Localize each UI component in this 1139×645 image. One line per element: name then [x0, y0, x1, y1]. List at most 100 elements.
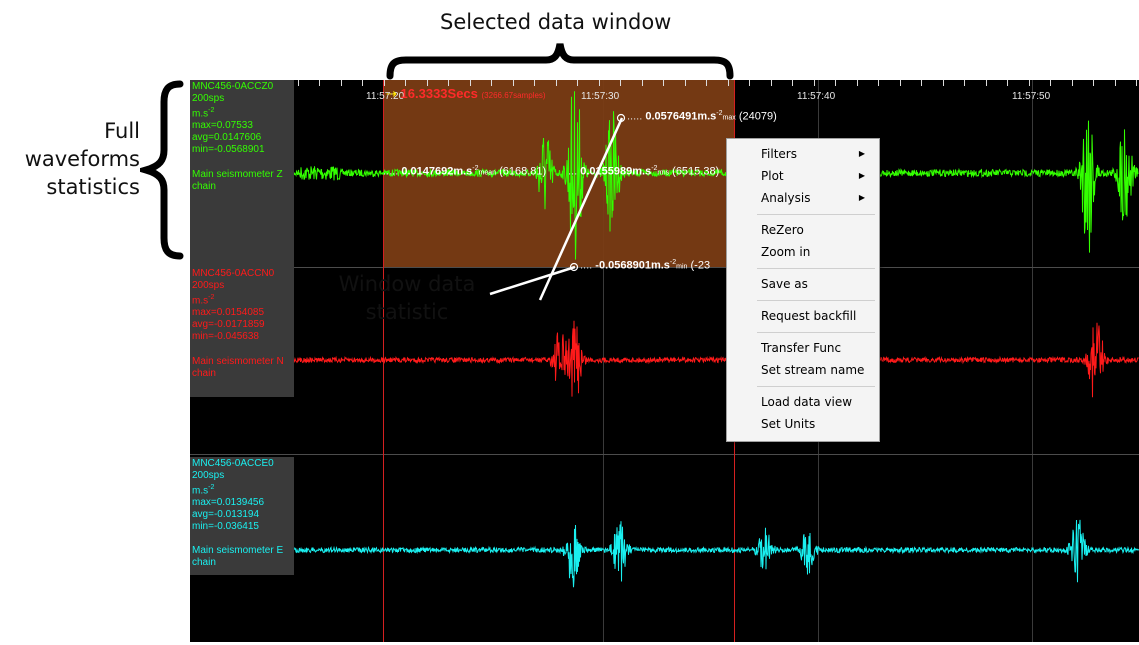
stat-max-sub: max: [722, 114, 736, 122]
channel-min: min=-0.036415: [192, 521, 259, 533]
full-stats-annotation: Full waveforms statistics: [10, 117, 140, 201]
menu-item-plot[interactable]: Plot ▶: [727, 165, 879, 187]
time-tick: [298, 80, 299, 86]
waveform-n: [289, 320, 1139, 398]
menu-separator: [757, 300, 875, 301]
pointer-line: [489, 265, 576, 296]
arrow-right-icon: ⇢: [386, 86, 397, 101]
time-tick-label: 11:57:40: [797, 91, 836, 102]
stat-rms-value: 0.0155989m.s: [580, 165, 652, 178]
menu-item-request-backfill[interactable]: Request backfill: [761, 309, 857, 323]
channel-unit: m.s-2: [192, 294, 215, 307]
menu-separator: [757, 332, 875, 333]
selection-samples: (3266.67samples): [481, 91, 546, 100]
menu-item-set-units[interactable]: Set Units: [761, 417, 816, 431]
channel-min: min=-0.0568901: [192, 144, 265, 156]
menu-item-zoom-in[interactable]: Zoom in: [761, 245, 811, 259]
menu-separator: [757, 214, 875, 215]
grid-line: [603, 80, 604, 642]
menu-item-filters[interactable]: Filters ▶: [727, 143, 879, 165]
waveform-viewer[interactable]: 11:57:20 11:57:30 11:57:40 11:57:50 ⇢ 16…: [190, 80, 1139, 642]
time-tick: [1050, 80, 1051, 86]
stat-rms-unit: -2: [651, 165, 658, 172]
stat-max: ..... 0.0576491m.s-2max (24079): [627, 110, 777, 123]
channel-max: max=0.0154085: [192, 307, 265, 319]
time-tick: [706, 80, 707, 86]
time-tick: [1072, 80, 1073, 86]
waveform-z: [289, 91, 1139, 260]
channel-unit: m.s-2: [192, 107, 215, 120]
channel-desc-2: chain: [192, 368, 216, 380]
channel-unit: m.s-2: [192, 484, 215, 497]
time-tick: [642, 80, 643, 86]
channel-desc: Main seismometer Z: [192, 169, 283, 181]
waveform-trace: [289, 320, 1139, 398]
stat-mean: ..... 0.0147692m.s-2mean (6168.81): [383, 165, 547, 178]
channel-desc-2: chain: [192, 181, 216, 193]
stat-min-unit: -2: [669, 259, 677, 266]
time-tick: [1115, 80, 1116, 86]
time-tick: [513, 80, 514, 86]
menu-label: Filters: [761, 147, 797, 161]
time-tick: [556, 80, 557, 86]
time-tick: [491, 80, 492, 86]
time-tick-label: 11:57:50: [1012, 91, 1051, 102]
stat-mean-value: 0.0147692m.s: [401, 165, 473, 178]
time-tick: [771, 80, 772, 86]
stat-min: .... -0.0568901m.s-2min (-23: [580, 259, 711, 272]
selection-start-line[interactable]: [383, 80, 384, 642]
stat-min-index: (-23: [690, 259, 711, 272]
time-tick: [986, 80, 987, 86]
menu-item-analysis[interactable]: Analysis ▶: [727, 187, 879, 209]
channel-label-n[interactable]: MNC456-0ACCN0 200sps m.s-2 max=0.0154085…: [190, 267, 294, 397]
time-tick: [448, 80, 449, 86]
channel-label-e[interactable]: MNC456-0ACCE0 200sps m.s-2 max=0.0139456…: [190, 457, 294, 575]
window-stat-line1: Window data: [338, 272, 476, 296]
time-tick: [341, 80, 342, 86]
time-tick: [620, 80, 621, 86]
time-tick: [921, 80, 922, 86]
waveform-trace: [289, 519, 1139, 588]
menu-item-rezero[interactable]: ReZero: [761, 223, 804, 237]
context-menu[interactable]: Filters ▶ Plot ▶ Analysis ▶ ReZero Zoom in …: [726, 138, 880, 442]
menu-item-load-data-view[interactable]: Load data view: [761, 395, 853, 409]
channel-divider: [190, 267, 1139, 268]
channel-label-z[interactable]: MNC456-0ACCZ0 200sps m.s-2 max=0.07533 a…: [190, 80, 294, 267]
menu-separator: [757, 386, 875, 387]
window-stat-line2: statistic: [365, 300, 449, 324]
time-tick: [1093, 80, 1094, 86]
time-tick: [1007, 80, 1008, 86]
stat-max-value: 0.0576491m.s: [645, 110, 717, 123]
waveform-trace: [289, 91, 1139, 260]
channel-rate: 200sps: [192, 93, 225, 104]
min-marker: [569, 262, 579, 272]
time-tick: [749, 80, 750, 86]
time-tick: [599, 80, 600, 86]
window-stat-annotation: Window data statistic: [322, 270, 492, 326]
time-tick: [534, 80, 535, 86]
channel-name: MNC456-0ACCN0: [192, 268, 275, 279]
stat-max-index: (24079): [738, 110, 777, 123]
full-stats-line1: Full: [104, 119, 140, 143]
time-tick: [857, 80, 858, 86]
stat-markers: [489, 113, 626, 301]
full-stats-line3: statistics: [46, 175, 140, 199]
channel-avg: avg=-0.013194: [192, 509, 260, 521]
menu-item-set-stream-name[interactable]: Set stream name: [761, 363, 865, 377]
time-tick: [405, 80, 406, 86]
stat-max-unit: -2: [716, 110, 723, 117]
channel-name: MNC456-0ACCZ0: [192, 81, 274, 92]
menu-item-save-as[interactable]: Save as: [761, 277, 808, 291]
channel-rate: 200sps: [192, 280, 225, 291]
time-tick: [943, 80, 944, 86]
grid-line: [1032, 80, 1033, 642]
channel-avg: avg=-0.0171859: [192, 319, 265, 331]
stat-mean-sub: mean: [478, 169, 497, 177]
time-tick: [835, 80, 836, 86]
time-tick: [319, 80, 320, 86]
stat-rms-sub: rms: [657, 169, 670, 177]
full-stats-line2: waveforms: [24, 147, 140, 171]
submenu-arrow-icon: ▶: [858, 193, 865, 202]
menu-item-transfer-func[interactable]: Transfer Func: [761, 341, 842, 355]
waveform-e: [289, 519, 1139, 588]
